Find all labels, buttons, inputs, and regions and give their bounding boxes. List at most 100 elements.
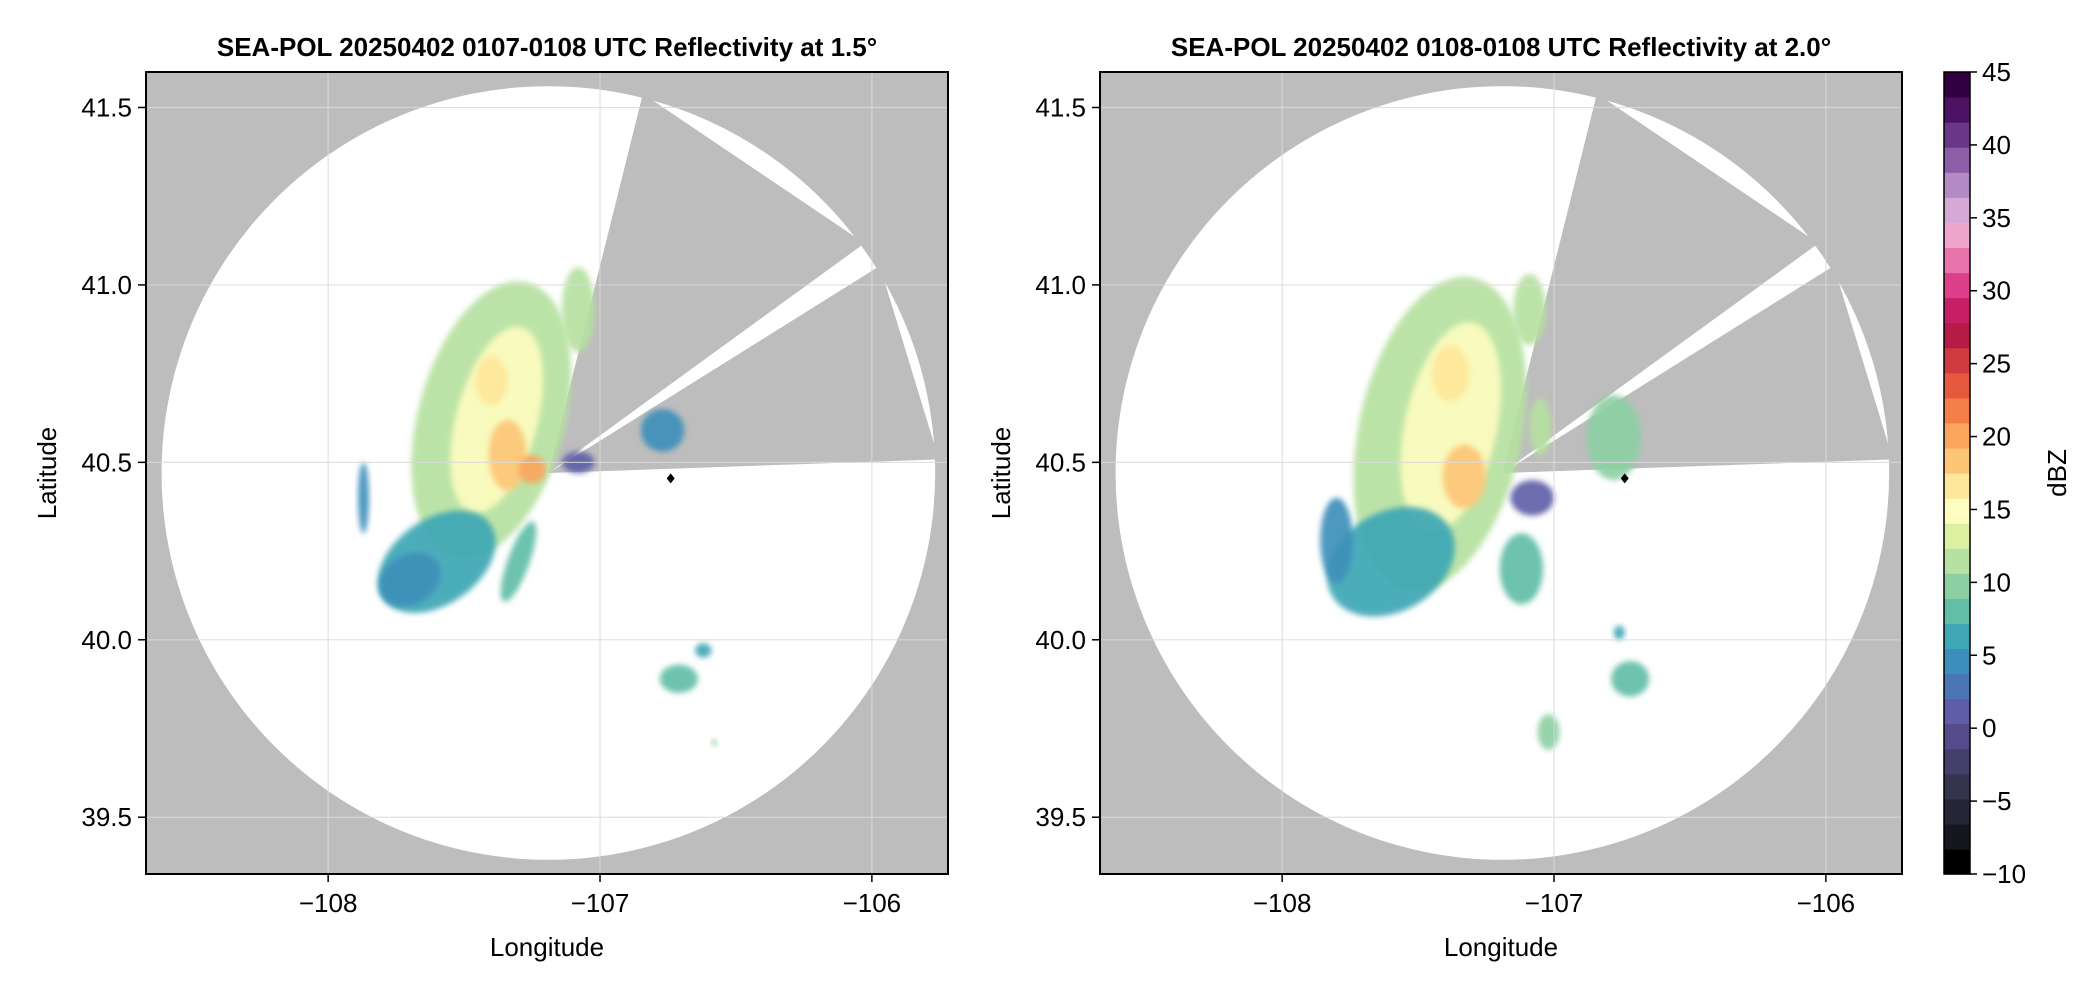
- colorbar-swatch: [1944, 748, 1970, 775]
- colorbar-swatch: [1944, 773, 1970, 800]
- panel-elevation-2-0: SEA-POL 20250402 0108-0108 UTC Reflectiv…: [986, 32, 1903, 962]
- colorbar-swatch: [1944, 673, 1970, 700]
- axes-frame: [1099, 71, 1903, 875]
- colorbar-swatch: [1944, 648, 1970, 675]
- colorbar-swatch: [1944, 97, 1970, 123]
- echo-cell: [378, 552, 441, 607]
- echo-cell: [1537, 714, 1560, 750]
- y-axis-label: Latitude: [986, 427, 1016, 520]
- colorbar-tick-label: 5: [1982, 640, 1996, 670]
- colorbar-swatch: [1944, 723, 1970, 750]
- x-tick-label: −108: [299, 888, 358, 918]
- echo-cell: [1613, 625, 1625, 640]
- echo-cell: [1529, 398, 1552, 456]
- echo-cell: [561, 267, 595, 353]
- x-tick-label: −108: [1253, 888, 1312, 918]
- colorbar-swatch: [1944, 197, 1970, 223]
- y-tick-label: 41.5: [81, 92, 132, 122]
- echo-cell: [1611, 661, 1650, 697]
- colorbar-swatch: [1944, 297, 1970, 324]
- y-tick-label: 40.5: [1035, 447, 1086, 477]
- colorbar: 45 40 35 30 25 20 15 10 5 0 −5 −10 dBZ: [1943, 57, 2072, 889]
- y-tick-label: 40.0: [1035, 625, 1086, 655]
- echo-cell: [695, 643, 712, 658]
- colorbar-tick-label: 30: [1982, 276, 2011, 306]
- echo-cell: [1510, 480, 1555, 516]
- panel-title: SEA-POL 20250402 0107-0108 UTC Reflectiv…: [217, 32, 877, 62]
- colorbar-swatch: [1944, 347, 1970, 374]
- colorbar-swatch: [1944, 372, 1970, 399]
- colorbar-swatch: [1944, 172, 1970, 198]
- colorbar-swatch: [1944, 573, 1970, 599]
- grid-lines: [146, 72, 948, 874]
- colorbar-swatch: [1944, 473, 1970, 499]
- echo-cell: [474, 355, 508, 406]
- echo-cell: [640, 409, 685, 452]
- colorbar-swatch: [1944, 72, 1970, 98]
- x-tick-label: −106: [843, 888, 902, 918]
- colorbar-tick-label: 25: [1982, 349, 2011, 379]
- colorbar-tick-label: 15: [1982, 494, 2011, 524]
- echo-cell: [358, 462, 369, 534]
- colorbar-swatch: [1944, 272, 1970, 299]
- colorbar-swatch: [1944, 422, 1970, 449]
- echo-cell: [500, 521, 537, 602]
- colorbar-swatches: [1944, 72, 1970, 875]
- y-tick-label: 39.5: [1035, 802, 1086, 832]
- x-axis-label: Longitude: [1444, 932, 1558, 962]
- colorbar-tick-label: 20: [1982, 422, 2011, 452]
- colorbar-swatch: [1944, 222, 1970, 249]
- echo-cell: [1513, 274, 1546, 346]
- y-tick-label: 40.0: [81, 625, 132, 655]
- echo-cell: [488, 419, 527, 491]
- plot-area: [146, 72, 948, 874]
- colorbar-tick-label: −5: [1982, 786, 2012, 816]
- axes-frame: [145, 71, 949, 875]
- colorbar-swatch: [1944, 798, 1970, 825]
- echo-cell: [1499, 533, 1544, 605]
- colorbar-swatch: [1944, 447, 1970, 474]
- colorbar-swatch: [1944, 122, 1970, 148]
- colorbar-tick-label: −10: [1982, 859, 2026, 889]
- y-tick-label: 39.5: [81, 802, 132, 832]
- x-tick-label: −106: [1797, 888, 1856, 918]
- echo-cell: [711, 739, 717, 747]
- echo-cell: [1431, 345, 1470, 403]
- echo-cell: [659, 664, 698, 694]
- colorbar-swatch: [1944, 523, 1970, 549]
- colorbar-swatch: [1944, 823, 1970, 850]
- echo-cell: [1442, 444, 1487, 509]
- colorbar-swatch: [1944, 698, 1970, 725]
- panel-title: SEA-POL 20250402 0108-0108 UTC Reflectiv…: [1171, 32, 1831, 62]
- grid-lines: [1100, 72, 1902, 874]
- plot-area: [1100, 72, 1902, 874]
- colorbar-swatch: [1944, 598, 1970, 624]
- colorbar-ticks: 45 40 35 30 25 20 15 10 5 0 −5 −10: [1970, 57, 2026, 889]
- colorbar-tick-label: 45: [1982, 57, 2011, 87]
- colorbar-swatch: [1944, 147, 1970, 173]
- radar-site-marker: [1620, 473, 1629, 484]
- x-tick-label: −107: [1525, 888, 1584, 918]
- colorbar-tick-label: 35: [1982, 203, 2011, 233]
- colorbar-tick-label: 10: [1982, 567, 2011, 597]
- axis-ticks: −108 −107 −106 39.5 40.0 40.5 41.0 41.5: [1035, 92, 1855, 918]
- colorbar-swatch: [1944, 397, 1970, 424]
- colorbar-swatch: [1944, 548, 1970, 574]
- y-tick-label: 41.5: [1035, 92, 1086, 122]
- colorbar-swatch: [1944, 498, 1970, 524]
- radar-site-marker: [666, 473, 675, 484]
- y-tick-label: 40.5: [81, 447, 132, 477]
- colorbar-tick-label: 0: [1982, 713, 1996, 743]
- colorbar-swatch: [1944, 322, 1970, 349]
- reflectivity-echoes: [358, 267, 717, 747]
- y-tick-label: 41.0: [81, 270, 132, 300]
- colorbar-label: dBZ: [2042, 449, 2072, 497]
- colorbar-frame: [1943, 71, 1971, 875]
- x-axis-label: Longitude: [490, 932, 604, 962]
- panel-elevation-1-5: SEA-POL 20250402 0107-0108 UTC Reflectiv…: [32, 32, 949, 962]
- echo-cell: [1327, 506, 1455, 617]
- echo-cell: [1320, 497, 1353, 584]
- colorbar-tick-label: 40: [1982, 130, 2011, 160]
- blocked-sector: [1502, 93, 1819, 473]
